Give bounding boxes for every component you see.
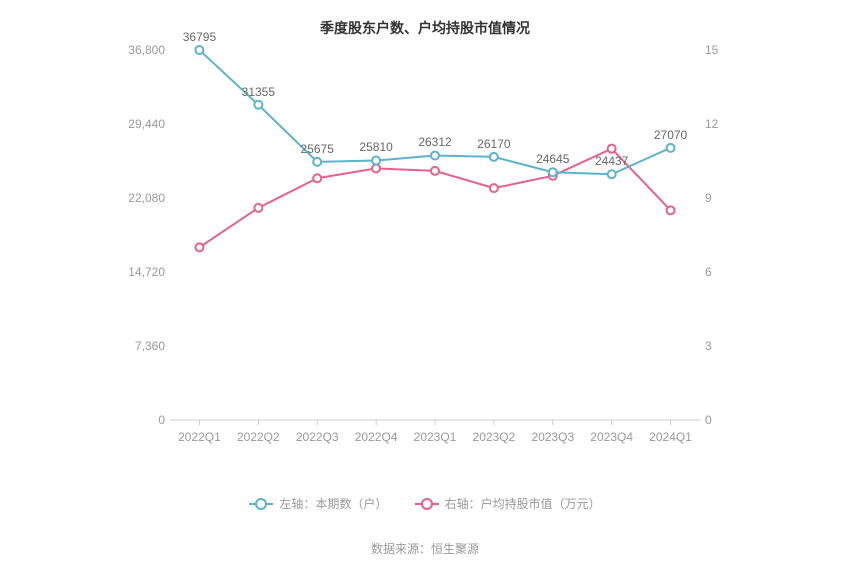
chart-container: 季度股东户数、户均持股市值情况 07,36014,72022,08029,440…: [0, 0, 850, 575]
y-axis-right: 03691215: [705, 50, 755, 420]
plot-area: 3679531355256752581026312261702464524437…: [170, 50, 700, 420]
legend: 左轴：本期数（户） 右轴：户均持股市值（万元）: [0, 495, 850, 513]
y-axis-left: 07,36014,72022,08029,44036,800: [115, 50, 165, 420]
legend-label-1: 左轴：本期数（户）: [279, 495, 387, 512]
legend-marker-1: [249, 498, 273, 510]
source-text: 数据来源：恒生聚源: [0, 540, 850, 557]
x-axis: 2022Q12022Q22022Q32022Q42023Q12023Q22023…: [170, 425, 700, 455]
chart-title: 季度股东户数、户均持股市值情况: [0, 0, 850, 38]
legend-marker-2: [415, 498, 439, 510]
legend-item-1: 左轴：本期数（户）: [249, 495, 387, 512]
legend-item-2: 右轴：户均持股市值（万元）: [415, 495, 601, 512]
legend-label-2: 右轴：户均持股市值（万元）: [445, 495, 601, 512]
